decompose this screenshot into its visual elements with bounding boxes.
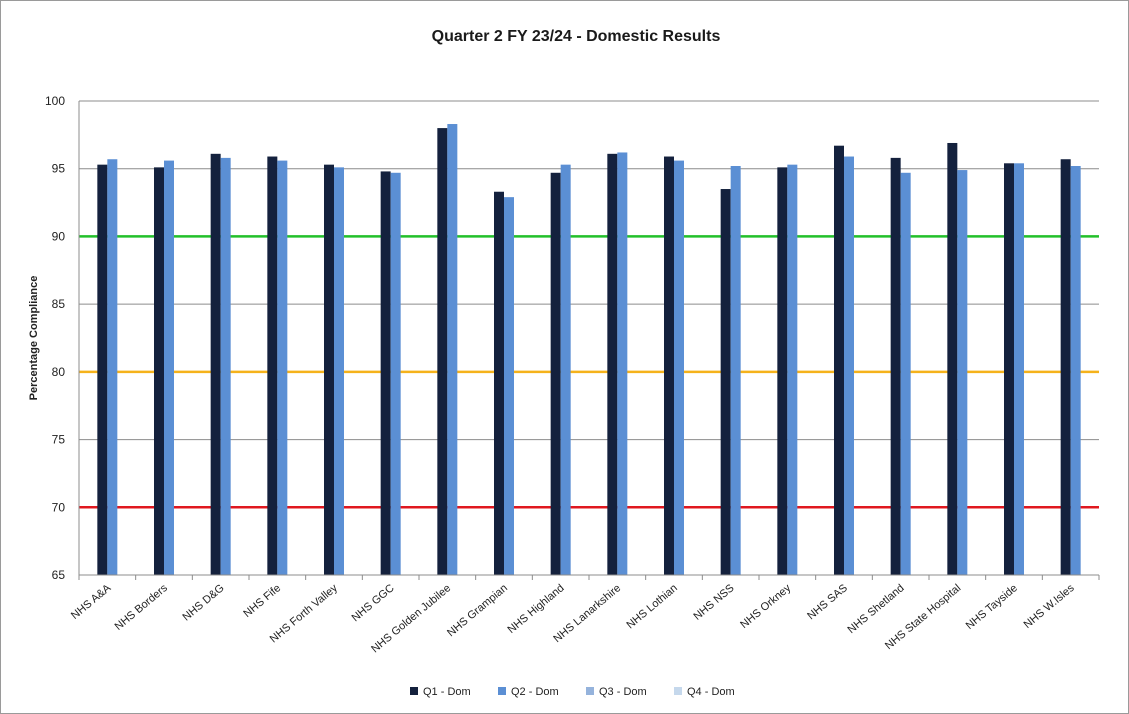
bar (777, 167, 788, 576)
bar (664, 156, 674, 576)
y-tick-label: 95 (52, 162, 66, 176)
x-tick-label: NHS Orkney (738, 582, 793, 631)
y-tick-label: 85 (52, 297, 66, 311)
y-tick-label: 80 (52, 365, 66, 379)
y-tick-labels: 65 70 75 80 85 90 95 100 (45, 94, 65, 582)
bar (617, 152, 628, 575)
bar (220, 157, 231, 575)
x-tick-label: NHS SAS (805, 582, 850, 622)
bar (947, 142, 958, 576)
bar (324, 164, 334, 575)
bar (834, 145, 844, 576)
x-tick-label: NHS Shetland (845, 582, 906, 636)
bar (607, 153, 618, 575)
axes (78, 101, 1100, 580)
legend-swatch (498, 687, 506, 695)
y-tick-label: 75 (52, 433, 66, 447)
bar (890, 157, 901, 575)
bar (1014, 163, 1024, 575)
x-tick-label: NHS GGC (350, 582, 397, 624)
bar (154, 167, 164, 576)
legend-label: Q2 - Dom (511, 686, 559, 698)
bar (97, 164, 108, 575)
bar (787, 164, 798, 575)
x-tick-label: NHS Borders (113, 582, 171, 633)
bar (107, 159, 118, 575)
legend-swatch (586, 687, 594, 695)
gridlines (79, 100, 1099, 576)
x-tick-label: NHS Grampian (445, 582, 510, 639)
bar (1060, 159, 1071, 575)
bar (390, 172, 401, 575)
bar (210, 153, 221, 575)
bar (900, 172, 911, 575)
bar (550, 172, 561, 575)
bar (1004, 163, 1014, 575)
bar (957, 170, 968, 575)
bar (674, 160, 684, 576)
bar (504, 197, 514, 575)
bar (730, 166, 741, 575)
bar (380, 171, 391, 575)
x-tick-label: NHS Fife (241, 582, 283, 620)
bar (494, 191, 504, 576)
chart-title: Quarter 2 FY 23/24 - Domestic Results (432, 28, 721, 45)
legend: Q1 - Dom Q2 - Dom Q3 - Dom Q4 - Dom (410, 686, 735, 698)
x-tick-label: NHS Lothian (624, 582, 679, 631)
bar (164, 160, 174, 576)
y-axis-label: Percentage Compliance (28, 276, 40, 401)
x-tick-label: NHS A&A (69, 582, 114, 622)
bar (277, 160, 288, 576)
legend-label: Q3 - Dom (599, 686, 647, 698)
bar (844, 156, 854, 576)
legend-label: Q1 - Dom (423, 686, 471, 698)
bar (267, 156, 278, 576)
y-tick-label: 90 (52, 229, 66, 243)
y-tick-label: 65 (52, 568, 66, 582)
y-tick-label: 70 (52, 500, 66, 514)
y-tick-label: 100 (45, 94, 65, 108)
bar (437, 128, 448, 575)
bar (334, 167, 344, 576)
x-tick-label: NHS Highland (505, 582, 566, 636)
bar (720, 189, 731, 575)
bar (447, 124, 458, 575)
bar (1070, 166, 1081, 575)
threshold-lines (79, 235, 1099, 509)
x-tick-label: NHS D&G (180, 582, 226, 623)
legend-swatch (674, 687, 682, 695)
x-tick-label: NHS W.Isles (1022, 582, 1077, 631)
bar (560, 164, 571, 575)
legend-label: Q4 - Dom (687, 686, 735, 698)
bars (97, 124, 1081, 576)
x-tick-label: NHS NSS (691, 582, 736, 623)
x-tick-label: NHS Tayside (964, 582, 1020, 632)
legend-swatch (410, 687, 418, 695)
